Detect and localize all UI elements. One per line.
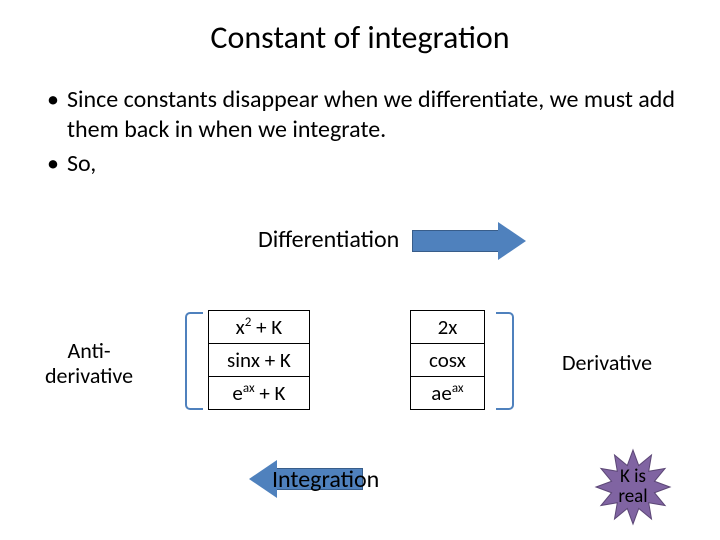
cell-r-2: aeax: [411, 377, 485, 410]
integration-label: Integration: [272, 465, 379, 494]
bullet-2: So,: [45, 149, 675, 179]
page-title: Constant of integration: [0, 0, 720, 57]
cell-l-2: eax + K: [209, 377, 310, 410]
bullet-1: Since constants disappear when we differ…: [45, 85, 675, 145]
antiderivative-label: Anti-derivative: [45, 338, 133, 389]
cell-r-1: cosx: [411, 344, 485, 377]
bracket-left-icon: [185, 312, 203, 410]
bullet-list: Since constants disappear when we differ…: [0, 57, 720, 179]
derivative-table: 2x cosx aeax: [410, 310, 485, 410]
cell-l-1: sinx + K: [209, 344, 310, 377]
arrow-right-icon: [412, 222, 527, 260]
derivative-label: Derivative: [562, 350, 652, 375]
differentiation-label: Differentiation: [258, 225, 399, 254]
bracket-right-icon: [496, 312, 514, 410]
cell-r-0: 2x: [411, 311, 485, 344]
cell-l-0: x2 + K: [209, 311, 310, 344]
k-is-real-badge: K isreal: [596, 450, 670, 524]
antiderivative-table: x2 + K sinx + K eax + K: [208, 310, 310, 410]
